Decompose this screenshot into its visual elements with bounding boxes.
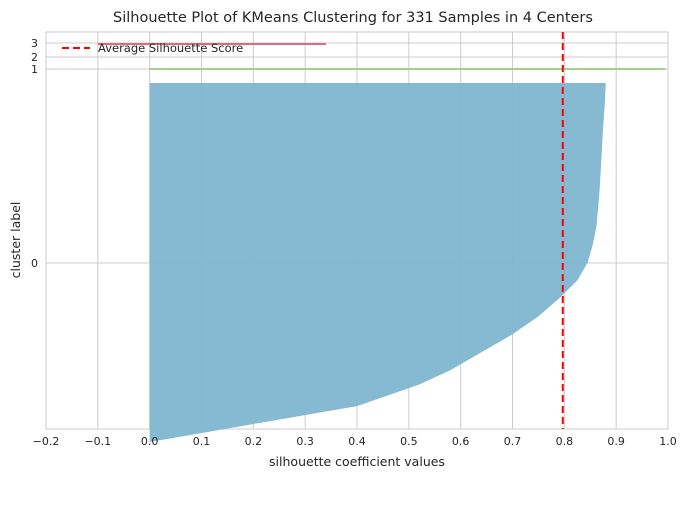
- cluster-3-silhouette: [97, 43, 326, 45]
- x-tick-label: 0.0: [141, 435, 159, 448]
- cluster-shapes: [97, 43, 666, 442]
- x-tick-label: −0.2: [33, 435, 60, 448]
- x-tick-label: 0.3: [296, 435, 314, 448]
- x-ticks: −0.2 −0.1 0.0 0.1 0.2 0.3 0.4 0.5 0.6 0.7 0.8 0.9 1.…: [33, 435, 677, 448]
- x-tick-label: 0.4: [348, 435, 366, 448]
- cluster-1-silhouette: [149, 68, 666, 70]
- x-tick-label: 0.6: [452, 435, 470, 448]
- y-ticks: 0 123: [31, 37, 38, 270]
- cluster-2-silhouette: [149, 56, 151, 58]
- x-tick-label: 0.9: [607, 435, 625, 448]
- chart-title: Silhouette Plot of KMeans Clustering for…: [113, 10, 593, 26]
- legend: Average Silhouette Score: [62, 41, 243, 55]
- y-tick-label: 2: [31, 51, 38, 64]
- y-tick-label: 1: [31, 63, 38, 76]
- x-tick-label: −0.1: [84, 435, 111, 448]
- x-tick-label: 0.2: [245, 435, 263, 448]
- x-tick-label: 0.7: [504, 435, 522, 448]
- x-tick-label: 0.1: [193, 435, 211, 448]
- x-tick-label: 1.0: [659, 435, 677, 448]
- x-tick-label: 0.8: [556, 435, 574, 448]
- x-tick-label: 0.5: [400, 435, 418, 448]
- x-axis-label: silhouette coefficient values: [269, 454, 445, 469]
- y-tick-label: 3: [31, 37, 38, 50]
- cluster-0-silhouette: [149, 83, 606, 442]
- y-axis-label: cluster label: [8, 202, 23, 279]
- legend-label: Average Silhouette Score: [98, 41, 243, 55]
- y-tick-label: 0: [31, 257, 38, 270]
